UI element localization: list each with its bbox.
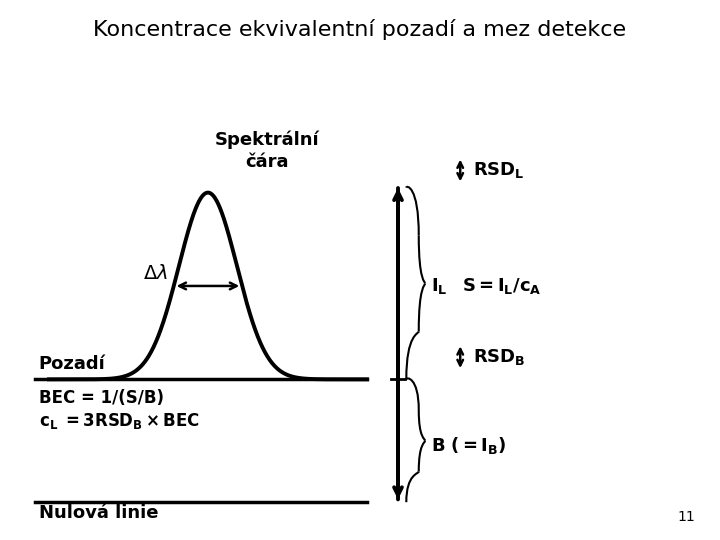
Text: $\mathbf{S = I_L/c_A}$: $\mathbf{S = I_L/c_A}$ xyxy=(462,276,541,296)
Text: Spektrální
čára: Spektrální čára xyxy=(215,131,319,171)
Text: $\mathbf{I_L}$: $\mathbf{I_L}$ xyxy=(431,276,447,296)
Text: 11: 11 xyxy=(678,510,696,524)
Text: Nulová linie: Nulová linie xyxy=(39,504,158,522)
Text: $\mathbf{RSD_B}$: $\mathbf{RSD_B}$ xyxy=(472,347,526,367)
Text: Koncentrace ekvivalentní pozadí a mez detekce: Koncentrace ekvivalentní pozadí a mez de… xyxy=(94,19,626,40)
Text: $\mathbf{B\ (= I_B)}$: $\mathbf{B\ (= I_B)}$ xyxy=(431,435,506,456)
Text: Pozadí: Pozadí xyxy=(39,355,105,373)
Text: BEC = 1/(S/B): BEC = 1/(S/B) xyxy=(39,389,163,407)
Text: $\mathbf{c_L}$ $\mathbf{= 3RSD_B \times BEC}$: $\mathbf{c_L}$ $\mathbf{= 3RSD_B \times … xyxy=(39,411,199,431)
Text: $\mathbf{RSD_L}$: $\mathbf{RSD_L}$ xyxy=(472,160,524,180)
Text: $\Delta\lambda$: $\Delta\lambda$ xyxy=(143,264,168,283)
